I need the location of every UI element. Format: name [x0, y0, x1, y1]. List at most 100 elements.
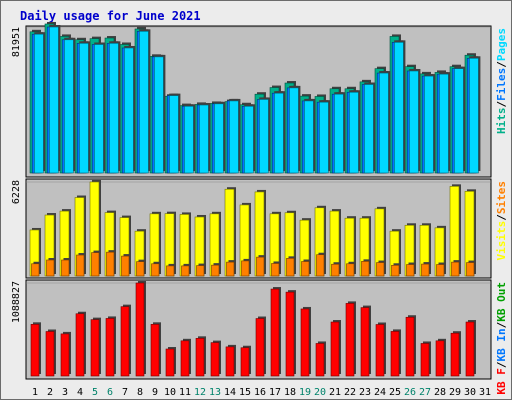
bar-sites-day-24 [376, 262, 385, 277]
x-label-day-26: 26 [404, 387, 416, 398]
bar-kbf-day-23 [360, 307, 370, 377]
x-label-day-5: 5 [92, 387, 98, 398]
bar-kbf-day-11 [180, 340, 190, 377]
bar-kbf-day-19 [300, 308, 310, 377]
bar-sites-day-28 [436, 264, 445, 277]
bar-kbf-day-17 [270, 288, 280, 377]
bar-pages-day-15 [244, 105, 254, 174]
bar-pages-day-29 [454, 68, 464, 174]
bar-sites-day-4 [76, 254, 85, 277]
legend-item-files: Files [495, 68, 508, 101]
bar-pages-day-28 [439, 73, 449, 174]
x-label-day-20: 20 [314, 387, 326, 398]
bar-pages-day-30 [469, 57, 479, 174]
bar-sites-day-21 [331, 263, 340, 277]
legend-item-visits: Visits [495, 221, 508, 261]
bar-sites-day-15 [241, 260, 250, 277]
bar-pages-day-26 [409, 70, 419, 174]
legend-item-kbf: KB F [495, 368, 508, 395]
bar-sites-day-23 [361, 261, 370, 277]
bar-kbf-day-5 [90, 319, 100, 377]
x-label-day-29: 29 [449, 387, 461, 398]
bar-kbf-day-12 [195, 338, 205, 377]
bar-kbf-day-9 [150, 324, 160, 377]
y-max-label-top: 81951 [11, 27, 22, 57]
x-label-day-27: 27 [419, 387, 431, 398]
bar-kbf-day-16 [255, 318, 265, 377]
bar-sites-day-25 [391, 264, 400, 277]
legend-top: Hits/Files/Pages [495, 28, 508, 134]
x-label-day-4: 4 [77, 387, 83, 398]
x-label-day-6: 6 [107, 387, 113, 398]
bar-pages-day-12 [199, 104, 209, 174]
bar-sites-day-16 [256, 256, 265, 277]
bar-pages-day-11 [184, 105, 194, 174]
bar-sites-day-22 [346, 263, 355, 277]
bar-pages-day-1 [34, 33, 44, 174]
bar-pages-day-6 [109, 43, 119, 174]
bar-sites-day-12 [196, 265, 205, 277]
bar-pages-day-18 [289, 87, 299, 174]
legend-bottom: KB F/KB In/KB Out [495, 282, 508, 395]
x-label-day-21: 21 [329, 387, 341, 398]
bar-sites-day-29 [451, 261, 460, 277]
bar-sites-day-30 [466, 262, 475, 277]
bar-sites-day-9 [151, 263, 160, 277]
y-max-label-middle: 6228 [11, 180, 22, 204]
bar-sites-day-27 [421, 263, 430, 277]
x-label-day-11: 11 [179, 387, 191, 398]
legend-item-kbin: KB In [495, 328, 508, 361]
bar-sites-day-13 [211, 264, 220, 277]
bar-kbf-day-29 [450, 332, 460, 377]
bar-pages-day-22 [349, 91, 359, 174]
x-label-day-25: 25 [389, 387, 401, 398]
bar-sites-day-10 [166, 265, 175, 277]
bar-kbf-day-27 [420, 343, 430, 377]
x-label-day-19: 19 [299, 387, 311, 398]
bar-kbf-day-26 [405, 316, 415, 377]
bar-pages-day-20 [319, 101, 329, 174]
bar-sites-day-6 [106, 251, 115, 277]
y-max-label-bottom: 1088827 [11, 281, 22, 323]
bar-kbf-day-4 [75, 313, 85, 377]
legend-middle: Visits/Sites [495, 181, 508, 261]
bar-kbf-day-15 [240, 347, 250, 377]
bar-sites-day-5 [91, 252, 100, 277]
x-label-day-12: 12 [194, 387, 206, 398]
x-label-day-7: 7 [122, 387, 128, 398]
bar-sites-day-18 [286, 258, 295, 277]
bar-sites-day-8 [136, 261, 145, 277]
bar-sites-day-2 [46, 259, 55, 277]
x-label-day-24: 24 [374, 387, 386, 398]
bar-pages-day-5 [94, 44, 104, 174]
legend-item-sites: Sites [495, 181, 508, 214]
bar-sites-day-3 [61, 259, 70, 277]
bar-kbf-day-3 [60, 333, 70, 377]
bar-kbf-day-24 [375, 324, 385, 377]
bar-pages-day-14 [229, 100, 239, 174]
bar-kbf-day-30 [465, 321, 475, 377]
legend-item-hits: Hits [495, 108, 508, 135]
legend-item-pages: Pages [495, 28, 508, 61]
bar-kbf-day-2 [45, 331, 55, 377]
x-label-day-31: 31 [479, 387, 491, 398]
bar-pages-day-3 [64, 39, 74, 174]
x-label-day-23: 23 [359, 387, 371, 398]
bar-sites-day-19 [301, 261, 310, 277]
bar-kbf-day-8 [135, 282, 145, 377]
bar-sites-day-17 [271, 263, 280, 277]
bar-pages-day-8 [139, 31, 149, 174]
bar-pages-day-23 [364, 84, 374, 174]
bar-pages-day-19 [304, 100, 314, 174]
x-label-day-30: 30 [464, 387, 476, 398]
bar-pages-day-4 [79, 43, 89, 174]
bar-kbf-day-28 [435, 340, 445, 377]
x-label-day-9: 9 [152, 387, 158, 398]
bar-pages-day-9 [154, 56, 164, 174]
bar-pages-day-17 [274, 92, 284, 174]
x-label-day-15: 15 [239, 387, 251, 398]
x-label-day-1: 1 [32, 387, 38, 398]
x-label-day-8: 8 [137, 387, 143, 398]
bar-sites-day-7 [121, 255, 130, 277]
